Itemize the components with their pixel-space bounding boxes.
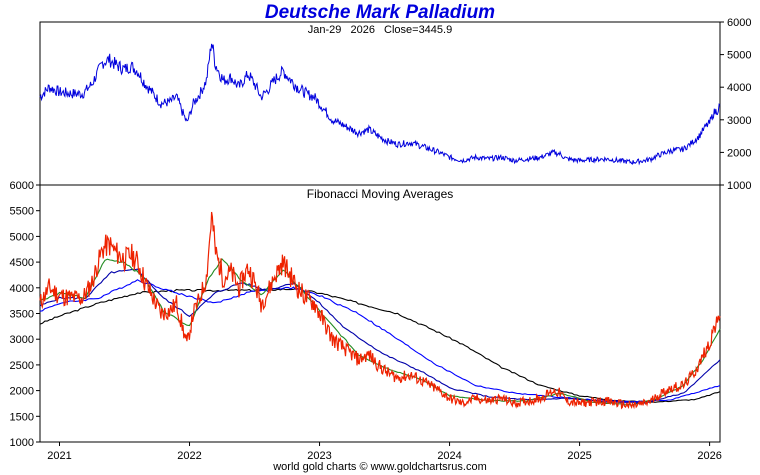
top-ytick-label: 4000 — [727, 82, 751, 94]
xtick-label: 2021 — [47, 450, 71, 462]
price-red-line — [39, 211, 721, 410]
bottom-ytick-label: 5500 — [10, 206, 34, 218]
price-line — [39, 43, 721, 166]
bottom-ytick-label: 3500 — [10, 309, 34, 321]
xtick-label: 2026 — [697, 450, 721, 462]
xtick-label: 2025 — [567, 450, 591, 462]
top-ytick-label: 2000 — [727, 147, 751, 159]
subtitle-year: 2026 — [350, 24, 375, 36]
top-ytick-label: 3000 — [727, 115, 751, 127]
subtitle-date: Jan-29 — [307, 24, 342, 36]
bottom-ytick-label: 4000 — [10, 283, 34, 295]
subtitle-close: Close=3445.9 — [384, 24, 453, 36]
bottom-ytick-label: 1000 — [10, 437, 34, 449]
ma-panel-title: Fibonacci Moving Averages — [306, 187, 454, 201]
top-ytick-label: 6000 — [727, 17, 751, 29]
bottom-ytick-label: 4500 — [10, 257, 34, 269]
ma-line-ma-long — [39, 287, 721, 403]
ma-line-ma-medium — [39, 268, 721, 404]
bottom-ytick-label: 2500 — [10, 360, 34, 372]
footer-credit: world gold charts © www.goldchartsrus.co… — [273, 461, 487, 473]
xtick-label: 2024 — [437, 450, 461, 462]
bottom-ytick-label: 3000 — [10, 334, 34, 346]
bottom-ytick-label: 1500 — [10, 411, 34, 423]
top-panel-frame — [39, 21, 721, 186]
ma-line-ma-slow — [39, 279, 721, 403]
ma-line-ma-fast — [39, 258, 721, 407]
chart-title: Deutsche Mark Palladium — [264, 2, 496, 23]
bottom-ytick-label: 5000 — [10, 231, 34, 243]
chart-subtitle: Jan-29 2026 Close=3445.9 — [40, 24, 720, 36]
xtick-label: 2023 — [307, 450, 331, 462]
top-ytick-label: 5000 — [727, 50, 751, 62]
xtick-label: 2022 — [177, 450, 201, 462]
bottom-ytick-label: 2000 — [10, 386, 34, 398]
top-ytick-label: 1000 — [727, 180, 751, 192]
bottom-ytick-label: 6000 — [10, 180, 34, 192]
